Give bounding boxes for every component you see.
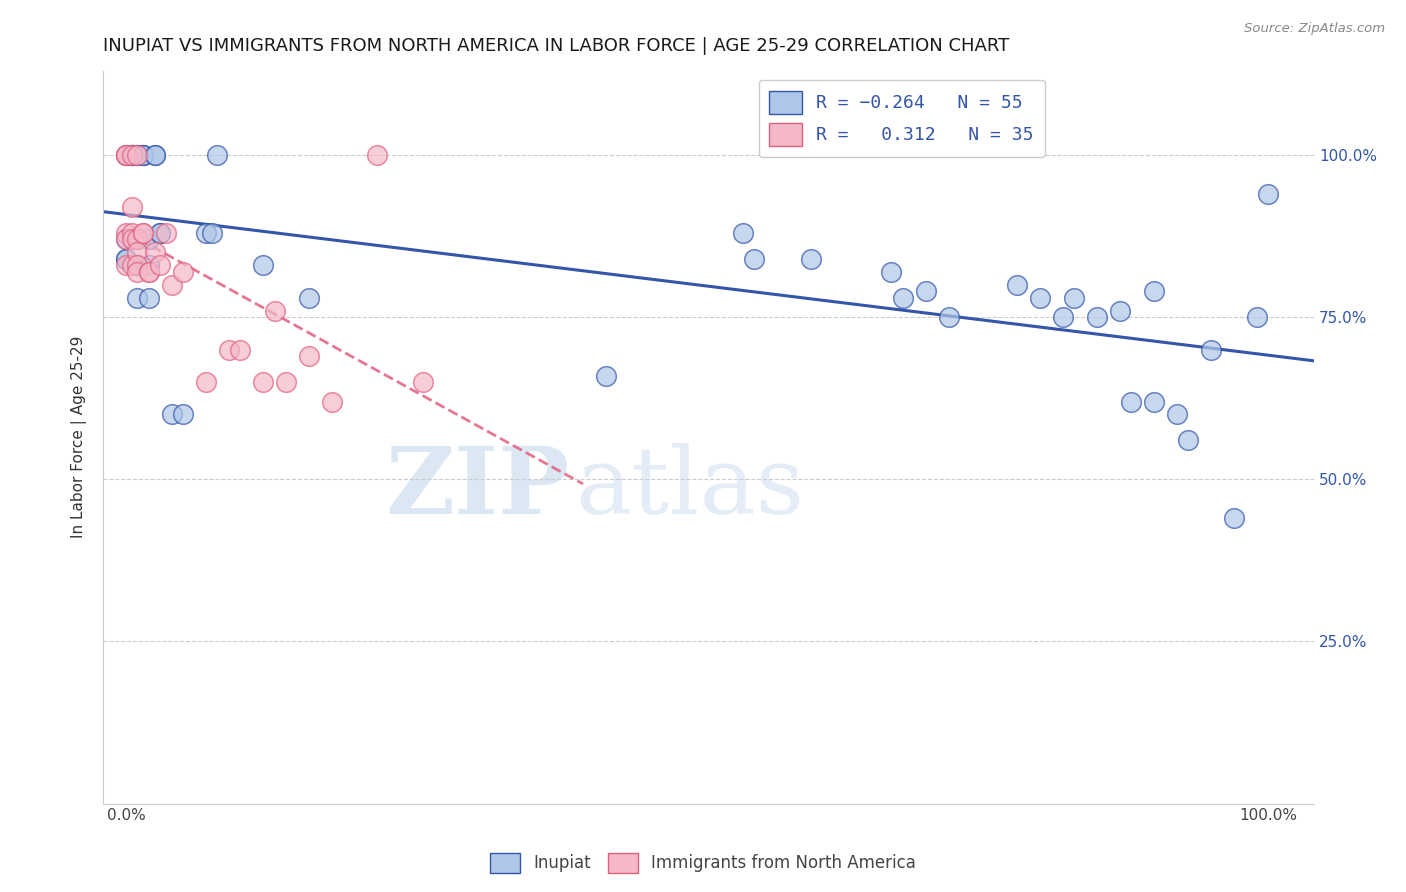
Point bbox=[800, 252, 823, 266]
Point bbox=[138, 291, 160, 305]
Point bbox=[263, 303, 285, 318]
Point bbox=[127, 148, 149, 162]
Legend: Inupiat, Immigrants from North America: Inupiat, Immigrants from North America bbox=[484, 847, 922, 880]
Point bbox=[366, 148, 388, 162]
Point bbox=[1052, 310, 1074, 325]
Point bbox=[121, 148, 143, 162]
Point bbox=[121, 148, 143, 162]
Point bbox=[1121, 394, 1143, 409]
Point bbox=[1257, 186, 1279, 201]
Point bbox=[914, 285, 936, 299]
Point bbox=[115, 148, 138, 162]
Point bbox=[149, 226, 172, 240]
Point bbox=[207, 148, 229, 162]
Point bbox=[274, 375, 297, 389]
Point bbox=[127, 245, 149, 260]
Point bbox=[938, 310, 960, 325]
Point bbox=[218, 343, 240, 357]
Point bbox=[595, 368, 617, 383]
Point bbox=[121, 148, 143, 162]
Point bbox=[731, 226, 754, 240]
Point bbox=[143, 245, 166, 260]
Point bbox=[121, 200, 143, 214]
Point bbox=[115, 148, 138, 162]
Point bbox=[121, 148, 143, 162]
Point bbox=[121, 258, 143, 272]
Point bbox=[138, 265, 160, 279]
Point bbox=[298, 291, 321, 305]
Point bbox=[155, 226, 177, 240]
Point bbox=[127, 148, 149, 162]
Point bbox=[160, 408, 183, 422]
Point bbox=[115, 258, 138, 272]
Point bbox=[127, 232, 149, 246]
Point bbox=[1143, 285, 1166, 299]
Point bbox=[132, 226, 155, 240]
Point bbox=[143, 148, 166, 162]
Point bbox=[195, 375, 218, 389]
Point bbox=[744, 252, 766, 266]
Point bbox=[1143, 394, 1166, 409]
Point bbox=[172, 265, 194, 279]
Point bbox=[115, 148, 138, 162]
Point bbox=[138, 258, 160, 272]
Point bbox=[132, 226, 155, 240]
Point bbox=[115, 148, 138, 162]
Point bbox=[121, 148, 143, 162]
Point bbox=[115, 232, 138, 246]
Point bbox=[252, 375, 274, 389]
Y-axis label: In Labor Force | Age 25-29: In Labor Force | Age 25-29 bbox=[72, 336, 87, 539]
Point bbox=[1085, 310, 1108, 325]
Point bbox=[1063, 291, 1085, 305]
Point bbox=[115, 232, 138, 246]
Point bbox=[172, 408, 194, 422]
Point bbox=[195, 226, 218, 240]
Point bbox=[127, 258, 149, 272]
Point bbox=[121, 232, 143, 246]
Point bbox=[1223, 511, 1246, 525]
Point bbox=[138, 232, 160, 246]
Point bbox=[149, 226, 172, 240]
Point bbox=[132, 148, 155, 162]
Point bbox=[138, 265, 160, 279]
Point bbox=[1177, 434, 1199, 448]
Point bbox=[1109, 303, 1132, 318]
Point bbox=[132, 148, 155, 162]
Point bbox=[1005, 277, 1028, 292]
Point bbox=[891, 291, 914, 305]
Point bbox=[298, 349, 321, 363]
Point bbox=[321, 394, 343, 409]
Legend: R = −0.264   N = 55, R =   0.312   N = 35: R = −0.264 N = 55, R = 0.312 N = 35 bbox=[759, 79, 1045, 157]
Text: atlas: atlas bbox=[575, 443, 804, 533]
Text: Source: ZipAtlas.com: Source: ZipAtlas.com bbox=[1244, 22, 1385, 36]
Point bbox=[127, 232, 149, 246]
Point bbox=[121, 226, 143, 240]
Point bbox=[1166, 408, 1188, 422]
Point bbox=[121, 232, 143, 246]
Point bbox=[143, 148, 166, 162]
Point bbox=[149, 258, 172, 272]
Point bbox=[127, 148, 149, 162]
Point bbox=[201, 226, 224, 240]
Point bbox=[1029, 291, 1052, 305]
Point bbox=[1246, 310, 1268, 325]
Point bbox=[127, 258, 149, 272]
Point bbox=[880, 265, 903, 279]
Point bbox=[160, 277, 183, 292]
Point bbox=[127, 148, 149, 162]
Text: INUPIAT VS IMMIGRANTS FROM NORTH AMERICA IN LABOR FORCE | AGE 25-29 CORRELATION : INUPIAT VS IMMIGRANTS FROM NORTH AMERICA… bbox=[103, 37, 1010, 55]
Point bbox=[127, 291, 149, 305]
Point bbox=[229, 343, 252, 357]
Point bbox=[127, 265, 149, 279]
Point bbox=[132, 148, 155, 162]
Point bbox=[115, 252, 138, 266]
Text: ZIP: ZIP bbox=[385, 443, 569, 533]
Point bbox=[252, 258, 274, 272]
Point bbox=[115, 252, 138, 266]
Point bbox=[412, 375, 434, 389]
Point bbox=[1201, 343, 1223, 357]
Point bbox=[121, 148, 143, 162]
Point bbox=[115, 226, 138, 240]
